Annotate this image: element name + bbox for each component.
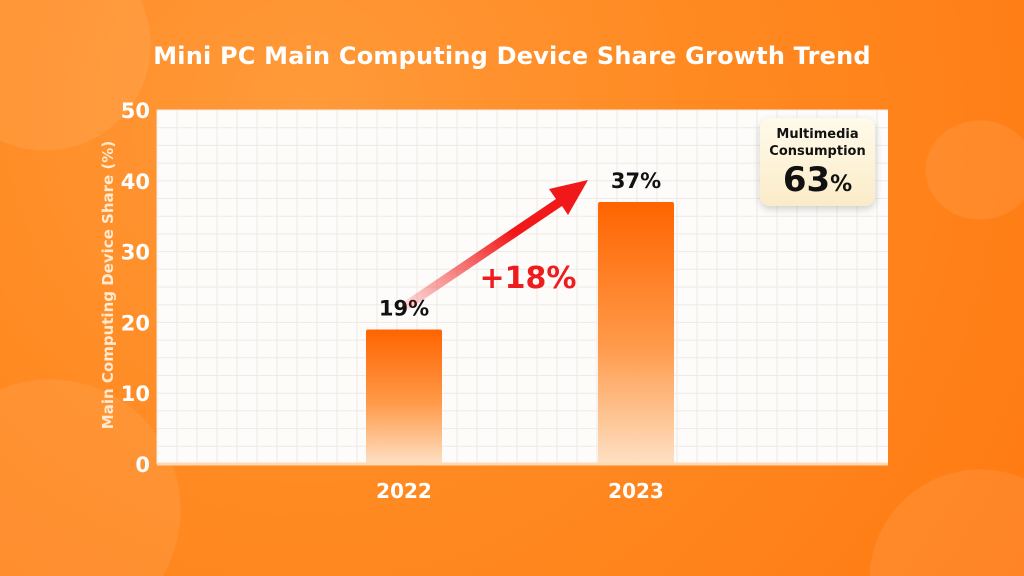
y-tick-label: 0	[135, 453, 150, 477]
y-tick-label: 50	[121, 99, 150, 123]
y-tick-label: 40	[121, 170, 150, 194]
x-tick-label: 2023	[608, 479, 664, 503]
growth-arrow	[402, 180, 588, 310]
callout-value: 63	[782, 160, 831, 200]
callout-label: Consumption	[769, 144, 866, 159]
x-tick-label: 2022	[376, 479, 432, 503]
y-tick-label: 30	[121, 241, 150, 265]
data-label: 37%	[611, 169, 661, 193]
bar-2023	[598, 202, 674, 465]
chart-title: Mini PC Main Computing Device Share Grow…	[153, 42, 871, 70]
y-tick-label: 20	[121, 311, 150, 335]
y-axis-label: Main Computing Device Share (%)	[99, 141, 117, 429]
multimedia-callout: Multimedia Consumption 63%	[760, 118, 875, 206]
callout-unit: %	[830, 172, 853, 197]
y-tick-label: 10	[121, 382, 150, 406]
bar-2022	[366, 329, 442, 464]
grid	[156, 109, 888, 465]
growth-label: +18%	[480, 261, 577, 296]
callout-label: Multimedia	[776, 127, 859, 142]
